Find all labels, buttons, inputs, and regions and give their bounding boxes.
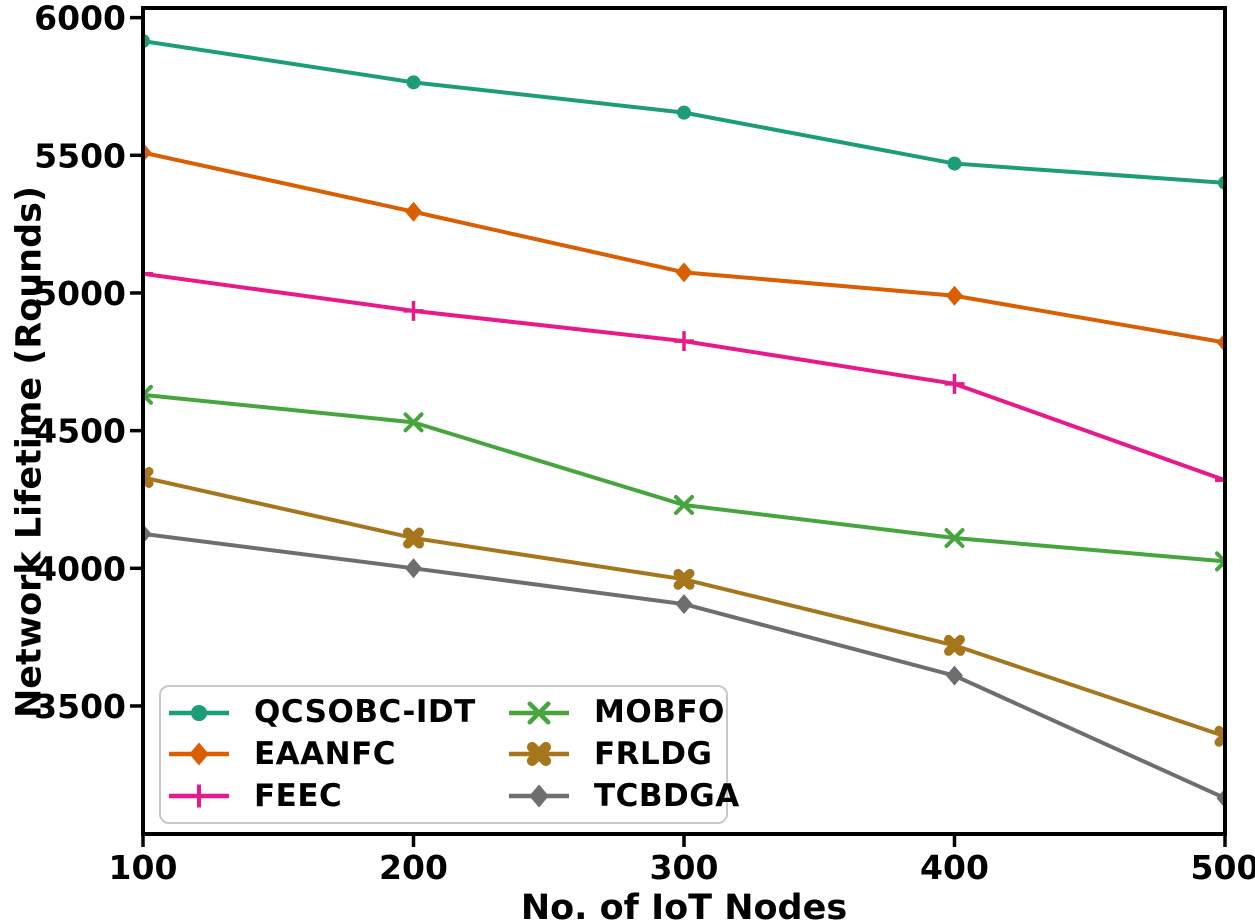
axes-frame — [141, 6, 1227, 836]
data-point-qcsobc-idt — [947, 156, 962, 171]
data-point-qcsobc-idt — [677, 105, 691, 120]
y-tick-label: 6000 — [34, 0, 126, 38]
legend-label: TCBDGA — [594, 777, 740, 814]
data-point-mobfo — [403, 412, 424, 433]
y-tick-label: 3500 — [34, 687, 126, 726]
data-point-frldg — [944, 634, 965, 656]
series-layer — [143, 34, 1225, 809]
y-axis-label: Network Lifetime (Rounds) — [9, 186, 50, 718]
data-point-eaanfc — [1216, 332, 1225, 353]
legend: QCSOBC-IDT EAANFC FEEC MOBFO FRLDG TCBDGA — [159, 685, 739, 824]
data-point-tcbdga — [405, 558, 422, 579]
legend-item-tcbdga: TCBDGA — [507, 775, 740, 817]
legend-item-qcsobc-idt: QCSOBC-IDT — [167, 692, 507, 734]
data-point-frldg — [1214, 725, 1225, 747]
series-tcbdga — [143, 523, 1225, 809]
legend-marker-plus-icon — [169, 784, 229, 808]
data-point-feec — [143, 263, 153, 284]
legend-item-eaanfc: EAANFC — [167, 734, 507, 776]
legend-label: MOBFO — [594, 694, 725, 731]
x-tick-label: 300 — [650, 848, 719, 887]
y-tick-label: 4000 — [34, 549, 126, 588]
data-point-tcbdga — [143, 523, 152, 544]
legend-marker-x-icon — [509, 701, 569, 725]
data-point-tcbdga — [946, 665, 963, 686]
series-frldg — [143, 466, 1225, 747]
x-tick-label: 500 — [1191, 848, 1255, 887]
data-point-eaanfc — [946, 285, 963, 306]
legend-label: QCSOBC-IDT — [254, 694, 476, 731]
data-point-tcbdga — [675, 594, 693, 615]
axis-ticks: 100 200 300 400 500 3500 4000 4500 5000 5500 6000 — [34, 0, 1255, 887]
x-tick-label: 100 — [109, 848, 178, 887]
x-tick-label: 200 — [379, 848, 448, 887]
data-point-feec — [674, 331, 694, 352]
data-point-mobfo — [1215, 551, 1225, 572]
legend-marker-bold-x-icon — [509, 742, 569, 767]
legend-marker-diamond-icon — [509, 784, 569, 808]
data-point-qcsobc-idt — [406, 75, 421, 90]
legend-marker-circle-icon — [169, 704, 229, 721]
y-tick-label: 4500 — [34, 412, 126, 451]
legend-label: FEEC — [254, 777, 343, 814]
x-axis-label: No. of IoT Nodes — [520, 888, 848, 923]
data-point-mobfo — [674, 494, 694, 515]
x-tick-label: 400 — [920, 848, 989, 887]
data-point-mobfo — [944, 528, 965, 549]
y-tick-label: 5000 — [34, 274, 126, 313]
legend-label: EAANFC — [254, 735, 397, 772]
data-point-eaanfc — [143, 142, 152, 163]
legend-item-mobfo: MOBFO — [507, 692, 740, 734]
data-point-eaanfc — [405, 201, 422, 222]
series-eaanfc — [143, 142, 1225, 353]
data-point-feec — [403, 300, 424, 321]
data-point-feec — [944, 373, 965, 394]
legend-item-feec: FEEC — [167, 775, 507, 817]
data-point-feec — [1215, 470, 1225, 491]
data-point-eaanfc — [675, 262, 693, 283]
y-tick-label: 5500 — [34, 136, 126, 175]
legend-marker-diamond-icon — [169, 742, 229, 766]
data-point-frldg — [673, 568, 695, 590]
series-qcsobc-idt — [143, 34, 1225, 190]
series-mobfo — [143, 384, 1225, 572]
legend-item-frldg: FRLDG — [507, 734, 740, 776]
data-point-tcbdga — [1216, 788, 1225, 809]
data-point-mobfo — [143, 384, 153, 405]
data-point-frldg — [403, 527, 424, 549]
data-point-frldg — [143, 466, 154, 488]
series-feec — [143, 263, 1225, 491]
legend-label: FRLDG — [594, 735, 713, 772]
